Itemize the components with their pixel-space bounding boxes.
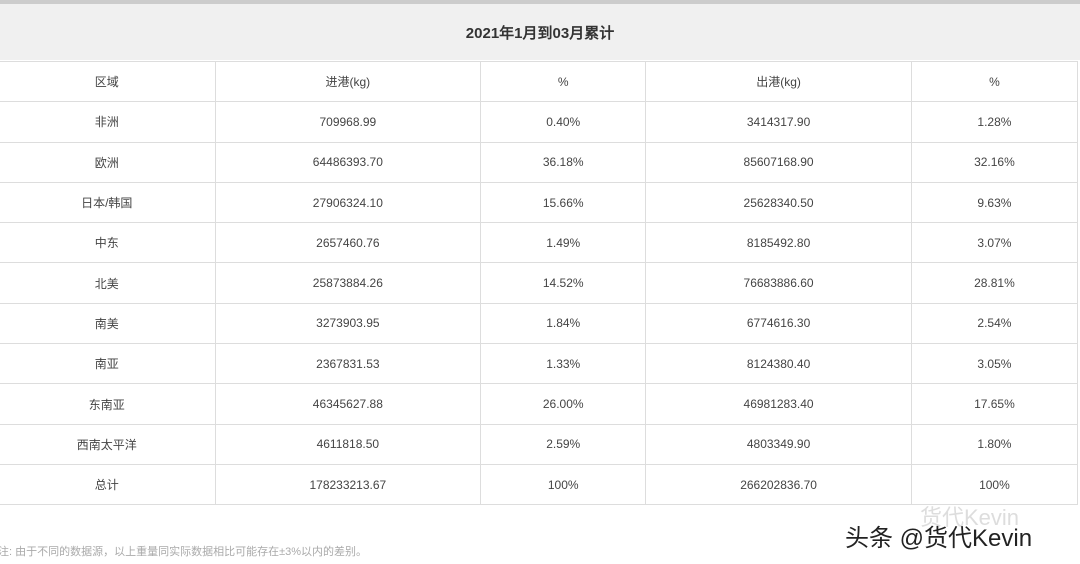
cell: 3.05% [910,343,1079,385]
cell: 2.59% [480,423,647,465]
cell: 28.81% [910,262,1079,304]
cell: 3.07% [910,222,1079,264]
cell: 26.00% [480,383,647,425]
cell: 6774616.30 [645,302,912,345]
cell: 27906324.10 [214,181,482,224]
table-row: 中东 2657460.76 1.49% 8185492.80 3.07% [0,222,1079,264]
table-row: 南美 3273903.95 1.84% 6774616.30 2.54% [0,302,1079,345]
table-row: 总计 178233213.67 100% 266202836.70 100% [0,463,1079,506]
header-cell: % [910,60,1079,103]
cell: 东南亚 [0,383,216,425]
cell: 4611818.50 [214,423,482,465]
cell: 266202836.70 [645,463,912,506]
cell: 南美 [0,302,216,345]
cell: 3273903.95 [214,302,482,345]
cell: 36.18% [480,141,647,183]
cell: 北美 [0,262,216,304]
cell: 64486393.70 [214,141,482,183]
cell: 709968.99 [214,101,482,143]
header-cell: 出港(kg) [645,60,912,103]
cell: 15.66% [480,181,647,224]
cell: 日本/韩国 [0,181,216,224]
cell: 100% [480,463,647,506]
cell: 1.28% [910,101,1079,143]
cell: 欧洲 [0,141,216,183]
cell: 178233213.67 [214,463,482,506]
table-row: 西南太平洋 4611818.50 2.59% 4803349.90 1.80% [0,423,1079,465]
cell: 1.84% [480,302,647,345]
cell: 3414317.90 [645,101,912,143]
table-row: 北美 25873884.26 14.52% 76683886.60 28.81% [0,262,1079,304]
cell: 西南太平洋 [0,423,216,465]
table-row: 欧洲 64486393.70 36.18% 85607168.90 32.16% [0,141,1079,183]
cell: 9.63% [910,181,1079,224]
cell: 76683886.60 [645,262,912,304]
header-row: 区域 进港(kg)% 出港(kg)% [0,60,1079,103]
cell: 2367831.53 [214,343,482,385]
header-cell: 进港(kg) [214,60,482,103]
cell: 25873884.26 [214,262,482,304]
table-row: 非洲 709968.99 0.40% 3414317.90 1.28% [0,101,1079,143]
cell: 25628340.50 [645,181,912,224]
cell: 总计 [0,463,216,506]
cell: 100% [910,463,1079,506]
cell: 1.33% [480,343,647,385]
table-row: 南亚 2367831.53 1.33% 8124380.40 3.05% [0,343,1079,385]
cell: 17.65% [910,383,1079,425]
header-cell: % [480,60,647,103]
header-cell: 区域 [0,60,216,103]
cell: 1.49% [480,222,647,264]
cell: 南亚 [0,343,216,385]
cell: 14.52% [480,262,647,304]
data-table: 区域 进港(kg)% 出港(kg)% 非洲 709968.99 0.40% 3414317.… [0,60,1079,506]
cell: 46345627.88 [214,383,482,425]
cell: 8185492.80 [645,222,912,264]
cell: 中东 [0,222,216,264]
cell: 4803349.90 [645,423,912,465]
table-row: 东南亚 46345627.88 26.00% 46981283.40 17.65% [0,383,1079,425]
cell: 32.16% [910,141,1079,183]
table-title: 2021年1月到03月累计 [0,0,1080,60]
cell: 0.40% [480,101,647,143]
cell: 8124380.40 [645,343,912,385]
watermark: 货代Kevin [920,505,1020,530]
cell: 85607168.90 [645,141,912,183]
footnote: 注: 由于不同的数据源，以上重量同实际数据相比可能存在±3%以内的差别。 [0,546,368,558]
cell: 46981283.40 [645,383,912,425]
table-row: 日本/韩国 27906324.10 15.66% 25628340.50 9.63% [0,181,1079,224]
cell: 1.80% [910,423,1079,465]
cell: 非洲 [0,101,216,143]
credit: 头条 @货代Kevin [845,525,1033,552]
cell: 2.54% [910,302,1079,345]
cell: 2657460.76 [214,222,482,264]
